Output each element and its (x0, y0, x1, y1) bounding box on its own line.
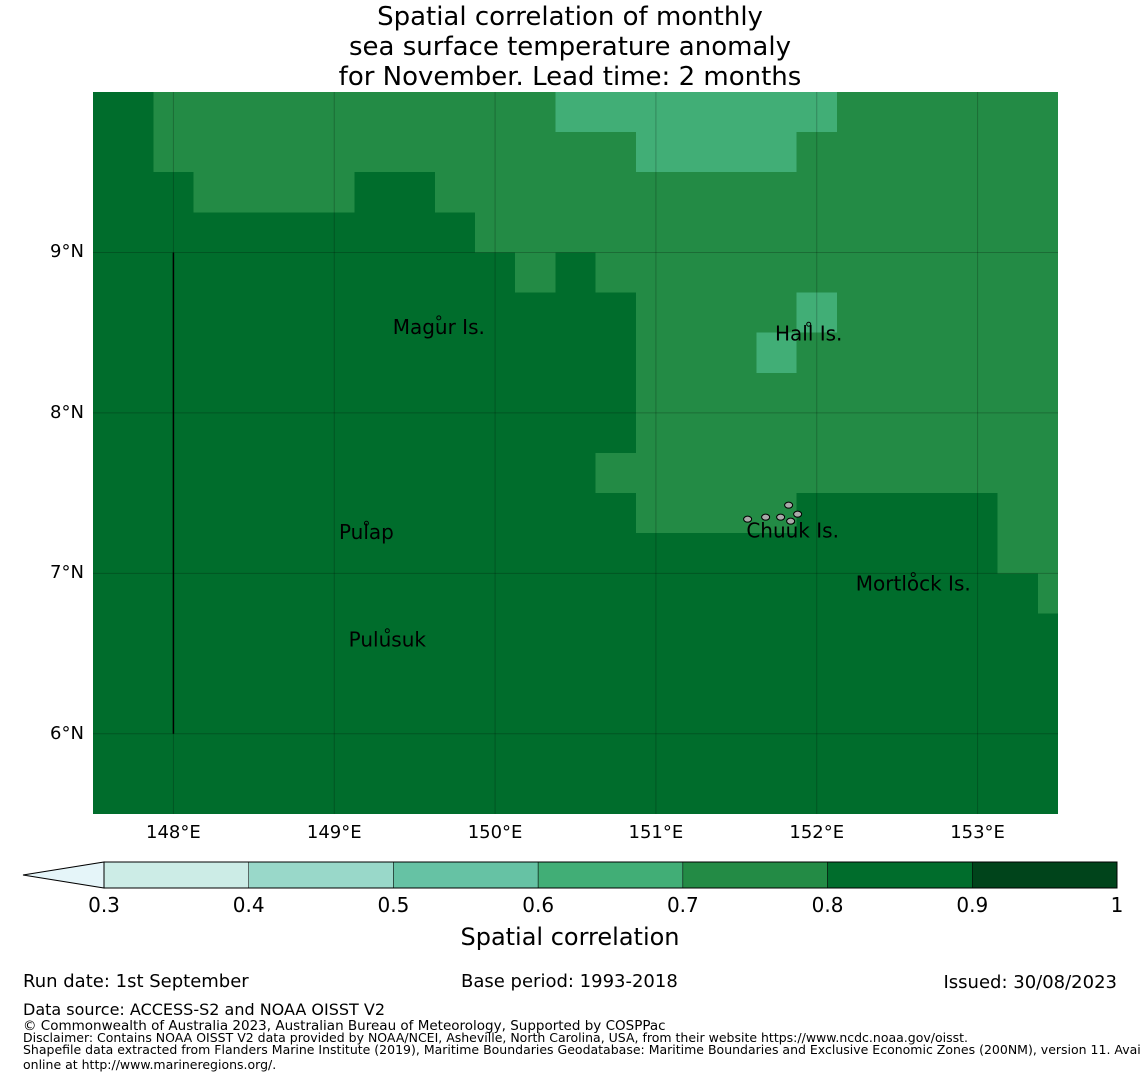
y-tick-label: 6°N (50, 722, 84, 744)
colorbar-tick-label: 0.8 (811, 893, 844, 917)
island-shape (436, 315, 442, 321)
colorbar-tick-label: 0.4 (232, 893, 265, 917)
heatmap-cell-8 (635, 92, 797, 173)
colorbar-swatch (248, 861, 394, 889)
island-shape (910, 572, 916, 578)
colorbar-label: Spatial correlation (460, 923, 680, 951)
heatmap-cell-13 (595, 453, 636, 494)
island-shape (384, 628, 390, 634)
heatmap-cell-2 (273, 92, 355, 213)
disclaimer: Disclaimer: Contains NOAA OISST V2 data … (23, 1030, 968, 1045)
chuuk-islet (761, 513, 771, 521)
island-markers: Magur Is. Hall Is.Pulap Chuuk Is.Mortlock … (339, 315, 971, 652)
island-label: Mortlock Is. (856, 572, 971, 596)
colorbar-swatch (393, 861, 539, 889)
x-tick-label: 148°E (146, 822, 201, 843)
heatmap-cell-1 (193, 92, 274, 213)
chuuk-islet (776, 513, 786, 521)
colorbar-tick-label: 0.7 (666, 893, 699, 917)
colorbar-tick-label: 0.5 (377, 893, 410, 917)
colorbar-tick-label: 1 (1110, 893, 1124, 917)
title-line-3: for November. Lead time: 2 months (338, 62, 802, 92)
colorbar-tick-label: 0.6 (522, 893, 555, 917)
issued-date: Issued: 30/08/2023 (943, 972, 1117, 993)
heatmap-cell-3 (354, 92, 435, 173)
chart-title: Spatial correlation of monthly sea surfa… (0, 2, 1140, 92)
heatmap-cell-14 (796, 292, 837, 333)
heatmap-cell-17 (796, 493, 998, 534)
colorbar (22, 861, 1118, 889)
shapefile-note-1: Shapefile data extracted from Flanders M… (23, 1042, 1140, 1057)
heatmap-cell-15 (756, 332, 797, 373)
colorbar-swatch (537, 861, 684, 889)
chuuk-islet (793, 510, 803, 518)
title-line-1: Spatial correlation of monthly (377, 2, 763, 32)
heatmap-cell-9 (796, 92, 837, 133)
base-period: Base period: 1993-2018 (461, 971, 678, 992)
y-tick-label: 9°N (50, 241, 84, 263)
colorbar-frame (103, 861, 1118, 889)
heatmap-cell-0 (153, 92, 194, 173)
island-label: Hall Is. (775, 321, 842, 345)
colorbar-swatch (827, 861, 973, 889)
island-shape (363, 520, 369, 526)
island-label: Magur Is. (393, 315, 485, 339)
x-tick-label: 150°E (467, 822, 523, 843)
heatmap-cell-11 (595, 252, 1058, 293)
colorbar-swatch (682, 861, 828, 889)
colorbar-tick-label: 0.3 (88, 893, 120, 917)
shapefile-note-2: online at http://www.marineregions.org/. (23, 1057, 277, 1072)
chuuk-islet (784, 501, 794, 509)
x-tick-label: 149°E (306, 822, 362, 843)
y-tick-label: 8°N (50, 401, 84, 423)
colorbar-swatch (972, 861, 1118, 889)
title-line-2: sea surface temperature anomaly (349, 32, 791, 62)
heatmap-cell-18 (997, 493, 1058, 574)
colorbar-extend-arrow (22, 861, 105, 889)
data-source: Data source: ACCESS-S2 and NOAA OISST V2 (23, 1000, 386, 1019)
heatmap-cell-10 (515, 252, 556, 293)
heatmap-cell-5 (474, 92, 556, 253)
correlation-map: Magur Is. Hall Is.Pulap Chuuk Is.Mortlock … (93, 92, 1058, 814)
heatmap-cell-4 (434, 92, 475, 213)
heatmap-cells (93, 92, 1058, 814)
chuuk-islet (786, 517, 796, 525)
colorbar-tick-label: 0.9 (956, 893, 989, 917)
x-tick-label: 151°E (628, 822, 684, 843)
heatmap-cell-7 (555, 92, 636, 133)
run-date: Run date: 1st September (23, 971, 249, 992)
x-tick-label: 153°E (950, 822, 1005, 843)
colorbar-swatch (103, 861, 249, 889)
copyright: © Commonwealth of Australia 2023, Austra… (23, 1018, 666, 1034)
x-tick-label: 152°E (789, 822, 845, 843)
heatmap-cell-19 (1037, 573, 1058, 614)
island-label: Pulap (339, 520, 394, 544)
island-label: Pulusuk (349, 628, 427, 652)
chuuk-islet (743, 515, 753, 523)
y-tick-label: 7°N (50, 562, 84, 584)
island-shape (806, 321, 812, 327)
